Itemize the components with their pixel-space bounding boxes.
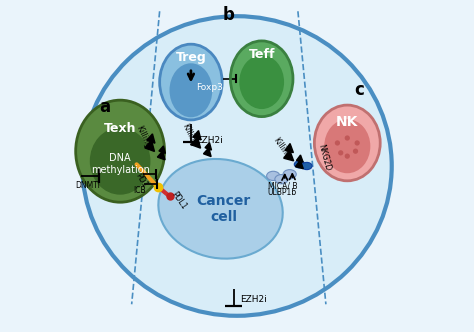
Ellipse shape bbox=[91, 128, 150, 194]
Text: Killing: Killing bbox=[134, 124, 152, 150]
Ellipse shape bbox=[324, 119, 370, 173]
Polygon shape bbox=[284, 143, 293, 161]
Ellipse shape bbox=[267, 171, 280, 181]
Text: methylation: methylation bbox=[91, 165, 150, 175]
Text: Killing: Killing bbox=[271, 135, 292, 160]
Ellipse shape bbox=[230, 41, 293, 117]
Ellipse shape bbox=[158, 159, 283, 259]
Ellipse shape bbox=[170, 63, 212, 117]
Ellipse shape bbox=[335, 140, 340, 146]
Text: EZH2i: EZH2i bbox=[196, 136, 223, 145]
Polygon shape bbox=[191, 130, 201, 148]
Text: cell: cell bbox=[210, 210, 237, 224]
Text: Treg: Treg bbox=[175, 51, 206, 64]
Polygon shape bbox=[203, 143, 211, 157]
Ellipse shape bbox=[345, 135, 350, 141]
Text: ICB: ICB bbox=[134, 186, 146, 195]
Text: ULBP1b: ULBP1b bbox=[268, 188, 297, 197]
Ellipse shape bbox=[275, 175, 288, 184]
Text: Teff: Teff bbox=[248, 47, 275, 60]
Ellipse shape bbox=[82, 16, 392, 316]
Text: NK: NK bbox=[336, 115, 358, 128]
Text: PDL1: PDL1 bbox=[170, 190, 188, 211]
Text: a: a bbox=[100, 98, 111, 116]
Text: Killing: Killing bbox=[180, 122, 198, 147]
Ellipse shape bbox=[353, 148, 358, 154]
Text: Texh: Texh bbox=[104, 122, 137, 135]
Ellipse shape bbox=[160, 44, 222, 120]
Text: Foxp3: Foxp3 bbox=[196, 83, 223, 92]
Text: NKG2D: NKG2D bbox=[316, 143, 332, 172]
Polygon shape bbox=[145, 134, 155, 151]
Text: DNMTi: DNMTi bbox=[76, 181, 100, 190]
Ellipse shape bbox=[294, 161, 305, 168]
Ellipse shape bbox=[345, 153, 350, 159]
Polygon shape bbox=[157, 146, 165, 160]
Ellipse shape bbox=[239, 55, 284, 109]
Text: b: b bbox=[223, 6, 235, 24]
Ellipse shape bbox=[338, 150, 343, 155]
Ellipse shape bbox=[76, 100, 164, 202]
Polygon shape bbox=[295, 155, 303, 169]
Ellipse shape bbox=[301, 162, 312, 170]
Ellipse shape bbox=[283, 170, 296, 179]
Text: MICA/ B: MICA/ B bbox=[268, 181, 297, 190]
Text: DNA: DNA bbox=[109, 153, 131, 163]
Ellipse shape bbox=[314, 105, 380, 181]
Text: c: c bbox=[354, 81, 364, 99]
Text: EZH2i: EZH2i bbox=[240, 295, 267, 304]
Text: PD1: PD1 bbox=[134, 171, 149, 189]
Text: Cancer: Cancer bbox=[197, 194, 251, 208]
Ellipse shape bbox=[355, 140, 360, 146]
